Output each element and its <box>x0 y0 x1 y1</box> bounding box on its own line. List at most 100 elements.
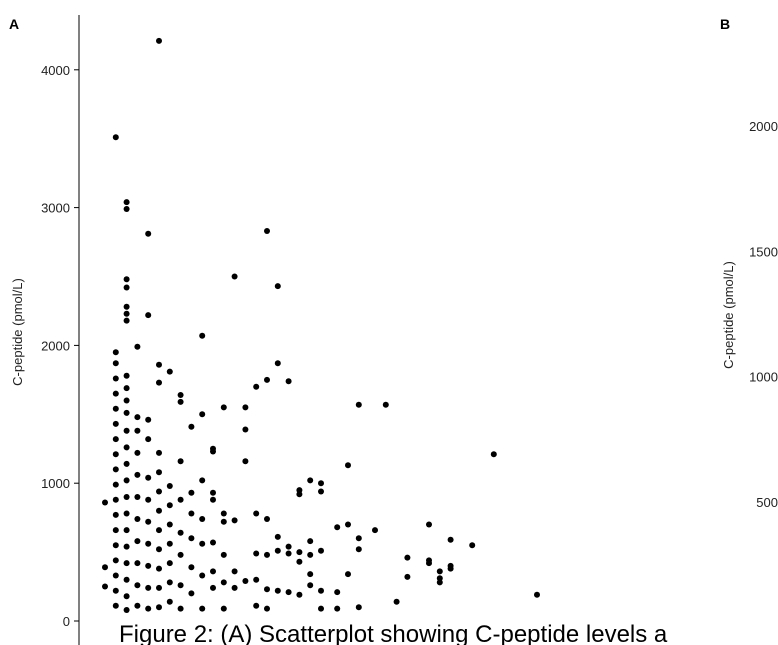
data-point <box>253 576 260 583</box>
data-point <box>123 284 130 291</box>
data-point <box>123 607 130 613</box>
data-point <box>199 516 206 522</box>
data-point <box>188 423 195 430</box>
data-point <box>296 591 303 598</box>
data-point <box>285 543 292 550</box>
data-point <box>334 605 341 612</box>
data-point <box>264 376 270 383</box>
data-point <box>490 451 497 458</box>
panel-a-tick-label: 3000 <box>41 201 70 216</box>
data-point <box>112 557 119 564</box>
data-point <box>102 499 108 506</box>
data-point <box>112 602 119 609</box>
data-point <box>469 542 476 549</box>
panel-a-tick-label: 4000 <box>41 63 70 78</box>
data-point <box>123 317 130 324</box>
data-point <box>112 390 119 397</box>
data-point <box>112 405 119 412</box>
data-point <box>134 516 141 522</box>
data-point <box>123 444 130 451</box>
data-point <box>156 469 162 476</box>
data-point <box>156 565 162 572</box>
data-point <box>123 494 130 500</box>
data-point <box>274 547 281 554</box>
data-point <box>220 579 227 586</box>
panel-b-y-axis-title: C-peptide (pmol/L) <box>721 261 736 369</box>
data-point <box>188 564 195 571</box>
data-point <box>188 489 195 496</box>
data-point <box>123 303 130 310</box>
data-point <box>156 527 162 534</box>
data-point <box>145 230 152 237</box>
data-point <box>166 579 173 586</box>
data-point <box>123 576 130 583</box>
data-point <box>242 426 249 433</box>
data-point <box>134 560 141 567</box>
panel-a-points <box>102 37 540 613</box>
data-point <box>134 449 141 456</box>
data-point <box>156 507 162 514</box>
data-point <box>123 409 130 416</box>
data-point <box>393 598 400 605</box>
data-point <box>123 560 130 567</box>
data-point <box>156 546 162 553</box>
data-point <box>285 550 292 557</box>
data-point <box>345 462 351 469</box>
data-point <box>210 539 216 546</box>
data-point <box>177 398 184 405</box>
data-point <box>355 546 362 553</box>
data-point <box>264 228 270 234</box>
data-point <box>296 487 303 494</box>
data-point <box>166 598 173 605</box>
data-point <box>199 477 206 484</box>
data-point <box>264 605 270 612</box>
data-point <box>274 283 281 290</box>
panel-b-label: B <box>720 16 730 32</box>
data-point <box>334 524 341 531</box>
panel-b-tick-label: 500 <box>756 495 778 510</box>
data-point <box>318 605 324 612</box>
data-point <box>447 565 454 572</box>
data-point <box>372 527 378 534</box>
data-point <box>253 383 260 390</box>
data-point <box>123 460 130 467</box>
data-point <box>231 273 238 280</box>
data-point <box>112 527 119 534</box>
data-point <box>123 199 130 206</box>
data-point <box>231 584 238 591</box>
figure-caption: Figure 2: (A) Scatterplot showing C-pept… <box>119 621 668 645</box>
data-point <box>156 379 162 386</box>
panel-a-tick-label: 0 <box>63 614 70 629</box>
data-point <box>156 604 162 611</box>
data-point <box>112 134 119 141</box>
data-point <box>134 494 141 500</box>
data-point <box>355 604 362 611</box>
panel-a: A 0 1000 2000 3000 4000 C-peptide (pmol/L) <box>9 15 540 645</box>
data-point <box>264 551 270 558</box>
data-point <box>210 489 216 496</box>
data-point <box>307 477 314 484</box>
data-point <box>166 540 173 547</box>
data-point <box>436 579 443 586</box>
data-point <box>145 416 152 423</box>
data-point <box>264 516 270 522</box>
data-point <box>404 554 411 561</box>
data-point <box>318 547 324 554</box>
data-point <box>220 404 227 411</box>
data-point <box>134 582 141 589</box>
data-point <box>307 538 314 545</box>
data-point <box>447 536 454 543</box>
data-point <box>134 471 141 478</box>
data-point <box>220 551 227 558</box>
data-point <box>253 550 260 557</box>
data-point <box>123 385 130 392</box>
data-point <box>112 360 119 367</box>
data-point <box>345 521 351 528</box>
data-point <box>123 477 130 484</box>
data-point <box>382 401 389 408</box>
data-point <box>436 568 443 575</box>
data-point <box>220 605 227 612</box>
data-point <box>145 584 152 591</box>
data-point <box>156 584 162 591</box>
data-point <box>177 496 184 503</box>
